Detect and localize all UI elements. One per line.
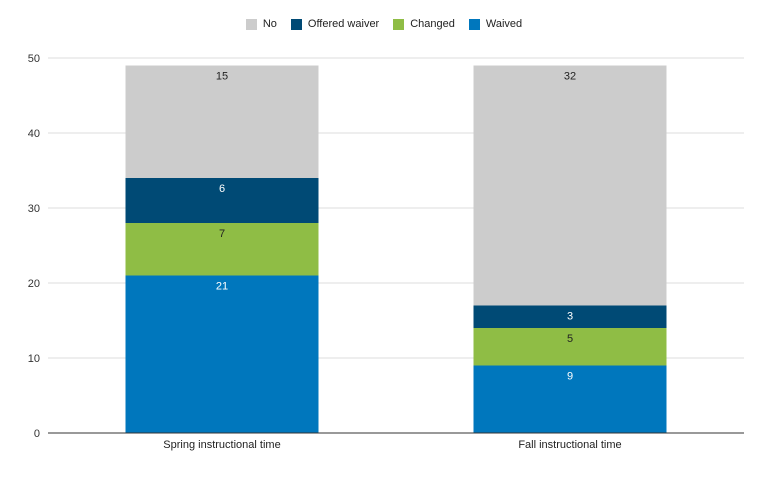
x-tick-label-spring-instructional-time: Spring instructional time [163,439,280,451]
y-tick-label-50: 50 [28,53,40,65]
x-tick-label-fall-instructional-time: Fall instructional time [518,439,621,451]
chart-legend: No Offered waiver Changed Waived [0,18,768,30]
y-tick-label-40: 40 [28,128,40,140]
bar-segment-changed-spring-instructional-time [125,223,319,276]
y-tick-label-20: 20 [28,278,40,290]
bar-segment-changed-fall-instructional-time [473,328,667,366]
bar-segment-waived-fall-instructional-time [473,365,667,433]
legend-swatch-no [245,18,257,30]
y-tick-label-0: 0 [34,428,40,440]
legend-item-changed: Changed [393,18,455,30]
data-label-no-fall-instructional-time: 32 [564,71,576,83]
bar-segment-offered-waiver-fall-instructional-time [473,305,667,328]
data-label-no-spring-instructional-time: 15 [216,71,228,83]
bar-segment-no-fall-instructional-time [473,65,667,306]
y-tick-label-30: 30 [28,203,40,215]
legend-item-waived: Waived [468,18,523,30]
legend-item-no: No [245,18,277,30]
legend-item-offered-waiver: Offered waiver [290,18,380,30]
legend-swatch-changed [393,18,405,30]
bar-segment-no-spring-instructional-time [125,65,319,178]
legend-label-changed: Changed [410,18,455,30]
data-label-changed-spring-instructional-time: 7 [219,228,225,240]
data-label-waived-fall-instructional-time: 9 [567,371,573,383]
bar-segment-offered-waiver-spring-instructional-time [125,178,319,223]
legend-label-waived: Waived [485,18,523,30]
data-label-offered-waiver-spring-instructional-time: 6 [219,183,225,195]
y-tick-label-10: 10 [28,353,40,365]
legend-label-offered-waiver: Offered waiver [307,18,380,30]
data-label-offered-waiver-fall-instructional-time: 3 [567,311,573,323]
bar-segment-waived-spring-instructional-time [125,275,319,433]
legend-swatch-waived [468,18,480,30]
legend-label-no: No [262,18,277,30]
data-label-changed-fall-instructional-time: 5 [567,333,573,345]
data-label-waived-spring-instructional-time: 21 [216,281,228,293]
legend-swatch-offered-waiver [290,18,302,30]
